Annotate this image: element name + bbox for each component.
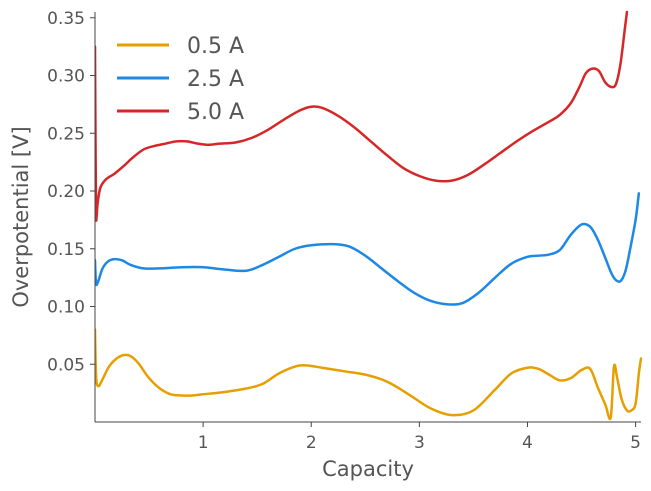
series-line-0-5-a: [95, 328, 643, 421]
x-tick-label: 4: [522, 433, 533, 453]
x-axis-label: Capacity: [322, 457, 414, 481]
y-tick-label: 0.30: [47, 67, 85, 87]
y-tick-label: 0.20: [47, 182, 85, 202]
legend-item: 2.5 A: [117, 67, 244, 92]
plot-lines: [95, 10, 643, 421]
y-ticks: 0.05 0.10 0.15 0.20 0.25 0.30 0.35: [47, 9, 95, 375]
series-line-5-0-a: [95, 10, 629, 222]
legend-label: 2.5 A: [187, 67, 244, 92]
y-tick-label: 0.10: [47, 298, 85, 318]
y-tick-label: 0.15: [47, 240, 85, 260]
legend-item: 5.0 A: [117, 100, 244, 125]
y-tick-label: 0.35: [47, 9, 85, 29]
x-tick-label: 5: [630, 433, 641, 453]
y-tick-label: 0.05: [47, 355, 85, 375]
legend-label: 0.5 A: [187, 34, 244, 59]
x-tick-label: 2: [306, 433, 317, 453]
x-ticks: 1 2 3 4 5: [198, 422, 641, 453]
legend-item: 0.5 A: [117, 34, 244, 59]
x-tick-label: 3: [414, 433, 425, 453]
x-tick-label: 1: [198, 433, 209, 453]
series-line-2-5-a: [95, 192, 641, 306]
y-axis-label: Overpotential [V]: [9, 126, 33, 307]
legend-label: 5.0 A: [187, 100, 244, 125]
y-tick-label: 0.25: [47, 124, 85, 144]
legend: 0.5 A 2.5 A 5.0 A: [117, 34, 244, 125]
